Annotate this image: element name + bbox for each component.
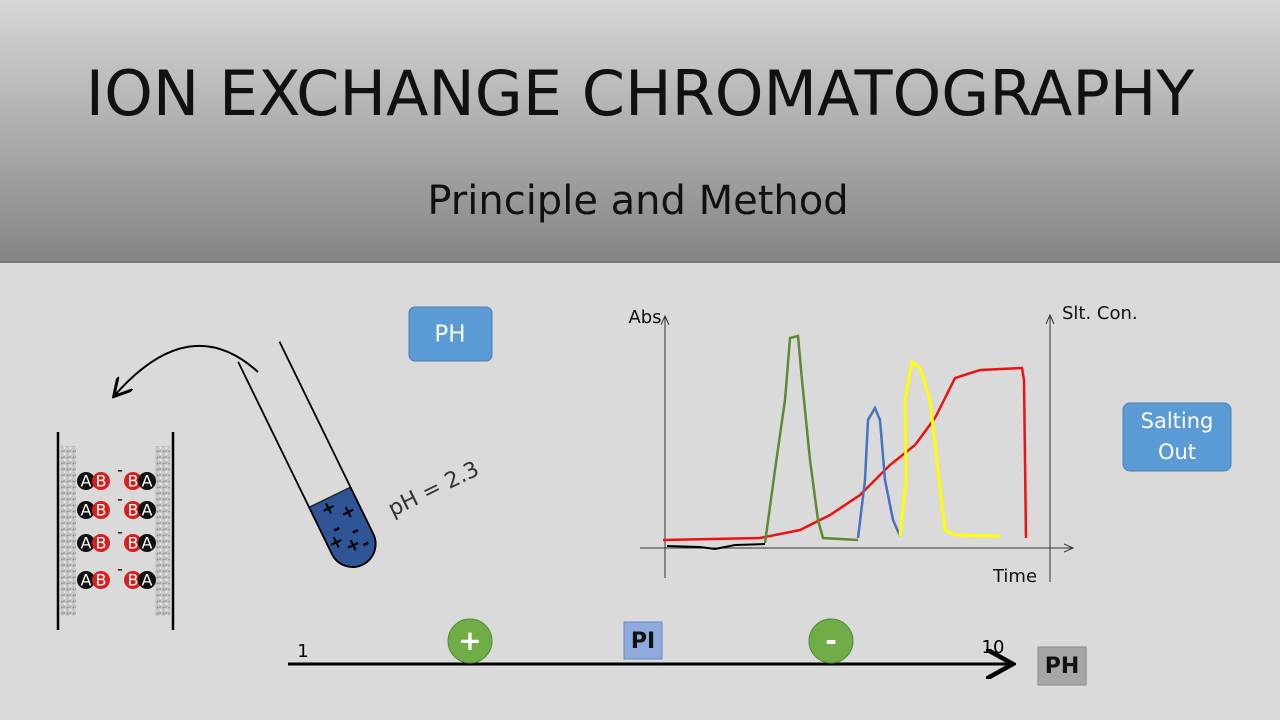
pi-label: PI	[631, 629, 655, 654]
ion-label: A	[142, 571, 153, 590]
ion	[92, 501, 110, 519]
baseline	[666, 543, 766, 551]
peak-yellow	[898, 359, 1001, 538]
ion-bond: -	[117, 560, 123, 579]
ion-label: A	[81, 501, 92, 520]
ion-label: B	[128, 571, 139, 590]
transfer-arrow	[115, 344, 259, 395]
scale-start: 1	[297, 641, 308, 662]
x-axis-label: Time	[992, 566, 1037, 587]
resin	[61, 446, 76, 616]
ion-label: A	[81, 534, 92, 553]
ion-label: B	[128, 534, 139, 553]
ion-label: A	[142, 501, 153, 520]
ion	[77, 501, 95, 519]
ion-bond: -	[117, 490, 123, 509]
ion	[138, 472, 156, 490]
title: ION EXCHANGE CHROMATOGRAPHY	[86, 57, 1195, 130]
positive-badge	[447, 618, 493, 664]
ion	[77, 472, 95, 490]
ion-label: B	[96, 501, 107, 520]
resin	[155, 446, 170, 616]
salting-out-label[interactable]: Out	[1158, 440, 1196, 464]
positive-sign: +	[458, 624, 481, 657]
ion	[124, 472, 142, 490]
ion-label: B	[96, 472, 107, 491]
ph-button-label[interactable]: PH	[434, 322, 465, 348]
ion-label: B	[96, 534, 107, 553]
ion	[124, 501, 142, 519]
ph-axis-label: PH	[1045, 654, 1080, 679]
peak-blue	[856, 405, 902, 539]
ion	[77, 571, 95, 589]
subtitle: Principle and Method	[427, 178, 848, 224]
ion	[138, 571, 156, 589]
ion-label: A	[142, 534, 153, 553]
ion-label: A	[81, 571, 92, 590]
ion	[124, 534, 142, 552]
ion	[92, 571, 110, 589]
ion-label: B	[128, 472, 139, 491]
ion	[124, 571, 142, 589]
ion	[77, 534, 95, 552]
ion	[138, 501, 156, 519]
test-tube: ++-+ -+-	[237, 341, 377, 568]
salting-out-label[interactable]: Salting	[1141, 409, 1214, 433]
chromatogram: Abs Slt. Con. Time	[628, 303, 1137, 587]
negative-badge	[808, 618, 854, 664]
ph-button[interactable]	[408, 306, 493, 362]
scale-end: 10	[982, 637, 1005, 658]
ion-label: B	[96, 571, 107, 590]
tube-outline	[237, 341, 377, 568]
ph-axis-box	[1037, 646, 1087, 686]
peak-green	[763, 334, 859, 544]
header	[0, 0, 1280, 262]
negative-sign: -	[825, 624, 837, 657]
ion-bond: -	[117, 523, 123, 542]
pi-box	[623, 621, 663, 660]
ion-label: B	[128, 501, 139, 520]
salt-gradient	[662, 366, 1028, 542]
column: A B-B AA B-B AA B-B AA B-B A	[56, 432, 175, 630]
y-axis-label: Abs	[628, 307, 661, 328]
ion	[92, 534, 110, 552]
ion	[138, 534, 156, 552]
ion-label: A	[142, 472, 153, 491]
salting-out-button[interactable]	[1122, 402, 1232, 472]
ion-bond: -	[117, 461, 123, 480]
y2-axis-label: Slt. Con.	[1062, 303, 1138, 324]
ion	[92, 472, 110, 490]
ion-label: A	[81, 472, 92, 491]
